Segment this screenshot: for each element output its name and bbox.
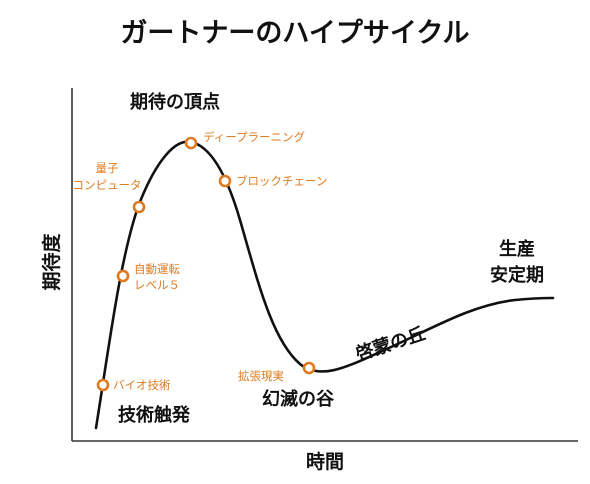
phase-plateau-line2: 安定期 [490, 264, 544, 286]
label-quantum-line2: コンピュータ [73, 178, 142, 192]
y-axis-label: 期待度 [40, 233, 63, 291]
marker-bio [96, 378, 110, 392]
marker-quantum [132, 200, 146, 214]
label-deep-learning: ディープラーニング [203, 130, 306, 144]
phase-plateau-line1: 生産 [499, 238, 535, 260]
phase-trigger: 技術触発 [118, 404, 191, 426]
technology-markers [96, 136, 316, 392]
x-axis-label: 時間 [306, 451, 344, 473]
phase-slope: 啓蒙の丘 [353, 322, 428, 365]
label-blockchain: ブロックチェーン [236, 174, 327, 188]
marker-blockchain [218, 174, 232, 188]
phase-trough: 幻滅の谷 [262, 388, 335, 410]
marker-autonomous [116, 269, 130, 283]
marker-ar [302, 361, 316, 375]
label-autonomous-line2: レベル５ [134, 278, 180, 292]
phase-peak: 期待の頂点 [130, 91, 220, 113]
label-bio: バイオ技術 [113, 378, 171, 392]
label-ar: 拡張現実 [238, 369, 284, 383]
hype-curve [94, 140, 555, 430]
axes [71, 88, 578, 442]
label-quantum-line1: 量子 [96, 161, 119, 175]
marker-deep-learning [184, 136, 198, 150]
diagram-title: ガートナーのハイプサイクル [120, 18, 469, 49]
label-autonomous-line1: 自動運転 [134, 262, 180, 276]
